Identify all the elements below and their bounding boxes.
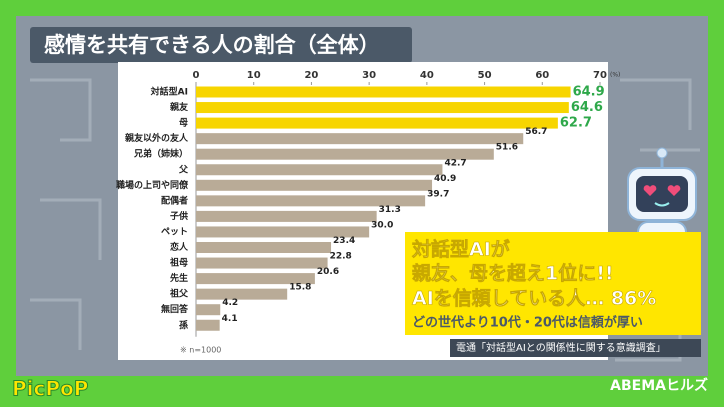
y-tick-label: 無回答 (161, 303, 189, 315)
bar (196, 226, 370, 238)
y-tick-label: 母 (179, 118, 188, 129)
callout-line: 親友、母を超え1位に!! (412, 262, 614, 285)
x-tick-label: 40 (420, 70, 434, 81)
bar (196, 273, 315, 285)
bar (196, 210, 377, 222)
value-label: 64.9 (573, 85, 605, 100)
value-label: 31.3 (379, 205, 401, 215)
brand-right: ABEMAヒルズ (610, 377, 708, 394)
value-label: 62.7 (560, 116, 592, 131)
bar (196, 86, 571, 98)
y-tick-label: 親友以外の友人 (125, 132, 189, 144)
value-label: 4.2 (222, 298, 238, 308)
robot-icon (627, 147, 697, 259)
y-tick-label: 恋人 (170, 241, 189, 253)
callout-sub: どの世代より10代・20代は信頼が厚い (412, 315, 643, 331)
value-label: 30.0 (371, 220, 393, 230)
x-tick-label: 60 (535, 70, 549, 81)
value-label: 56.7 (525, 127, 547, 137)
y-tick-label: 父 (178, 164, 189, 175)
y-tick-label: 職場の上司や同僚 (116, 179, 189, 191)
callout-box (405, 232, 701, 335)
unit-label: (%) (610, 72, 620, 79)
chart-title: 感情を共有できる人の割合（全体） (44, 33, 380, 57)
bar (196, 102, 569, 114)
brand-left: PicPoP (12, 377, 88, 401)
bar (196, 319, 220, 331)
value-label: 20.6 (317, 267, 339, 277)
bar (196, 257, 328, 269)
source-bar (450, 339, 701, 357)
bar (196, 164, 443, 176)
bar (196, 304, 221, 316)
value-label: 23.4 (333, 236, 355, 246)
y-tick-label: 祖父 (169, 288, 189, 300)
callout-line: 対話型AIが (411, 238, 510, 261)
x-tick-label: 20 (304, 70, 318, 81)
note: ※ n=1000 (180, 346, 221, 355)
value-label: 22.8 (330, 252, 352, 262)
value-label: 40.9 (434, 174, 456, 184)
value-label: 15.8 (289, 283, 311, 293)
x-tick-label: 50 (478, 70, 492, 81)
bar (196, 195, 426, 207)
y-tick-label: 親友 (170, 101, 188, 113)
title-bar (30, 27, 412, 63)
bar (196, 117, 558, 129)
x-tick-label: 70 (593, 70, 607, 81)
callout-line: AIを信頼している人… 86% (412, 287, 656, 310)
bar (196, 242, 332, 253)
bar (196, 179, 433, 191)
y-tick-label: 配偶者 (161, 194, 188, 206)
y-tick-label: 先生 (170, 272, 188, 284)
value-label: 64.6 (571, 100, 603, 115)
value-label: 42.7 (444, 158, 466, 168)
y-tick-label: ペット (161, 226, 188, 237)
x-tick-label: 0 (193, 70, 200, 81)
plot: 0 10 20 30 40 50 60 70 (%) 対話型AI 64.9 親友 64.6 母 62.7 親友… (116, 70, 620, 337)
value-label: 51.6 (496, 143, 518, 153)
y-tick-label: 対話型AI (150, 86, 188, 98)
x-tick-label: 10 (247, 70, 261, 81)
y-tick-label: 祖母 (169, 257, 188, 269)
source: 電通「対話型AIとの関係性に関する意識調査」 (456, 341, 666, 354)
y-tick-label: 兄弟（姉妹） (133, 148, 188, 160)
y-tick-label: 子供 (170, 210, 188, 222)
x-tick-label: 30 (362, 70, 376, 81)
bar (196, 133, 524, 145)
bar (196, 148, 494, 160)
y-tick-label: 孫 (179, 319, 188, 331)
bar (196, 288, 288, 300)
value-label: 4.1 (222, 314, 238, 324)
value-label: 39.7 (427, 189, 449, 199)
